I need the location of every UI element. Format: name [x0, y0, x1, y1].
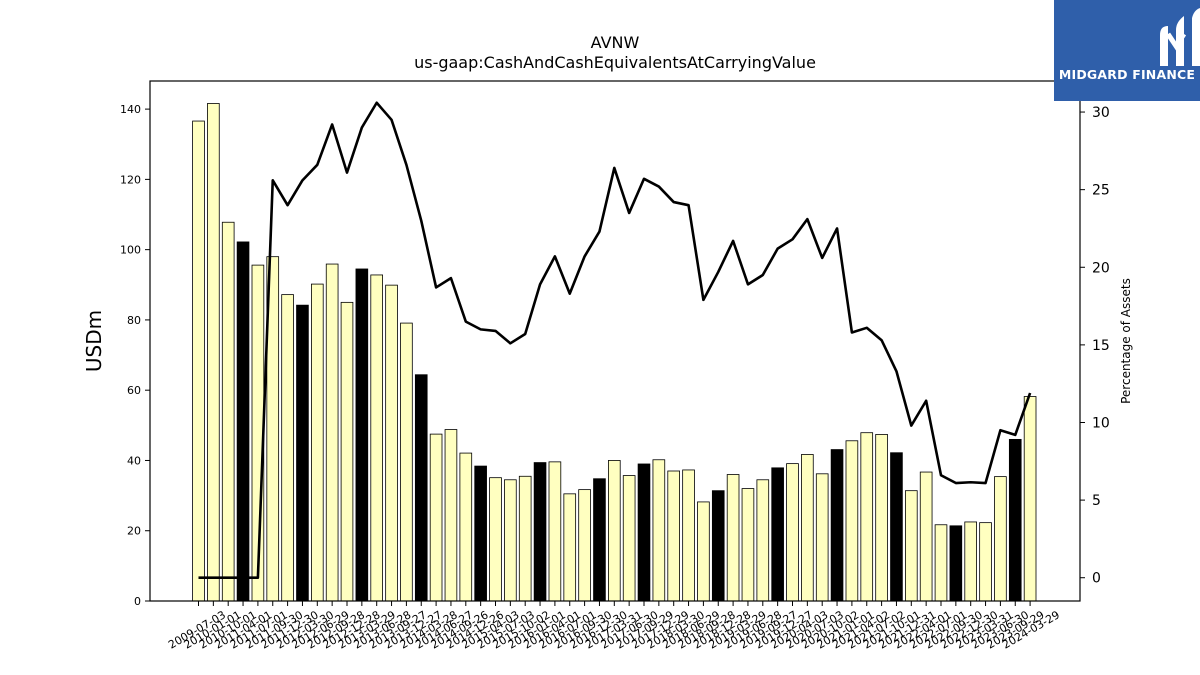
y2-tick-label: 15: [1092, 338, 1110, 354]
y2-axis-label: Percentage of Assets: [1119, 278, 1133, 404]
bar: [622, 475, 636, 602]
bar: [890, 452, 903, 602]
y-tick-label: 120: [120, 173, 141, 186]
bar: [533, 462, 547, 602]
bar: [726, 474, 740, 602]
y2-tick-label: 30: [1092, 105, 1110, 121]
bar: [741, 488, 755, 602]
brand-logo: MIDGARD FINANCE: [1054, 0, 1200, 101]
right-axis: 0 5 10 15 20 25 30: [1080, 105, 1110, 587]
bar-group: [192, 103, 1037, 602]
chart-title: AVNW: [591, 33, 640, 52]
bar: [637, 463, 651, 602]
bar: [905, 490, 918, 602]
bar: [697, 501, 710, 602]
bar: [593, 478, 606, 602]
bar: [370, 274, 383, 602]
y2-tick-label: 10: [1092, 415, 1110, 431]
y-axis-label: USDm: [82, 310, 106, 372]
bar: [325, 263, 339, 602]
bar: [192, 120, 205, 602]
bar: [845, 440, 859, 602]
line-layer: [198, 101, 1032, 580]
y-tick-label: 140: [120, 103, 141, 116]
bar: [296, 304, 309, 602]
bar: [221, 221, 235, 602]
bar: [875, 434, 888, 602]
bar: [652, 459, 666, 602]
bar: [504, 479, 517, 602]
bar: [400, 322, 413, 602]
bar: [281, 294, 294, 602]
bar: [1023, 396, 1037, 602]
bar: [756, 479, 770, 602]
y2-tick-label: 20: [1092, 260, 1110, 276]
line-series: [198, 101, 1032, 580]
bar: [207, 103, 220, 602]
y-tick-label: 20: [127, 525, 141, 538]
y2-tick-label: 25: [1092, 183, 1110, 199]
bar: [444, 429, 458, 602]
bar: [548, 461, 562, 602]
bar: [964, 521, 977, 602]
bar: [786, 463, 799, 602]
y2-tick-label: 0: [1092, 571, 1101, 587]
x-axis: 2009-07-032010-01-012010-10-012011-04-01…: [166, 601, 1062, 652]
brand-name: MIDGARD FINANCE: [1058, 67, 1196, 82]
bar: [682, 469, 695, 602]
bar: [919, 471, 933, 602]
bar: [608, 460, 621, 602]
y2-tick-label: 5: [1092, 493, 1101, 509]
bar: [949, 525, 963, 602]
bar: [860, 432, 874, 602]
bar: [518, 475, 532, 602]
bar: [429, 433, 443, 602]
bar: [994, 476, 1007, 602]
bar: [563, 493, 577, 602]
bar: [801, 454, 814, 602]
bar: [340, 301, 354, 602]
y-tick-label: 100: [120, 244, 141, 257]
bar: [414, 374, 428, 602]
bar: [830, 449, 844, 602]
bar: [578, 489, 591, 602]
bar: [310, 283, 324, 602]
plot-frame: [149, 80, 1081, 602]
bar: [979, 522, 992, 602]
bar: [1008, 438, 1022, 602]
y-tick-label: 80: [127, 314, 141, 327]
brand-logo-icon: [1160, 8, 1200, 66]
bar: [474, 465, 487, 602]
bar: [459, 452, 473, 602]
bar: [236, 241, 250, 602]
bar: [771, 467, 784, 602]
bar: [934, 524, 948, 602]
bar: [489, 477, 502, 602]
y-tick-label: 60: [127, 384, 141, 397]
left-axis: 0 20 40 60 80 100 120 140: [120, 103, 150, 608]
chart-subtitle: us-gaap:CashAndCashEquivalentsAtCarrying…: [414, 53, 816, 72]
bar: [667, 470, 680, 602]
bar: [711, 490, 725, 602]
y-tick-label: 0: [134, 595, 141, 608]
bar: [355, 268, 369, 602]
bar: [385, 284, 398, 602]
y-tick-label: 40: [127, 454, 141, 467]
bar: [815, 473, 829, 602]
